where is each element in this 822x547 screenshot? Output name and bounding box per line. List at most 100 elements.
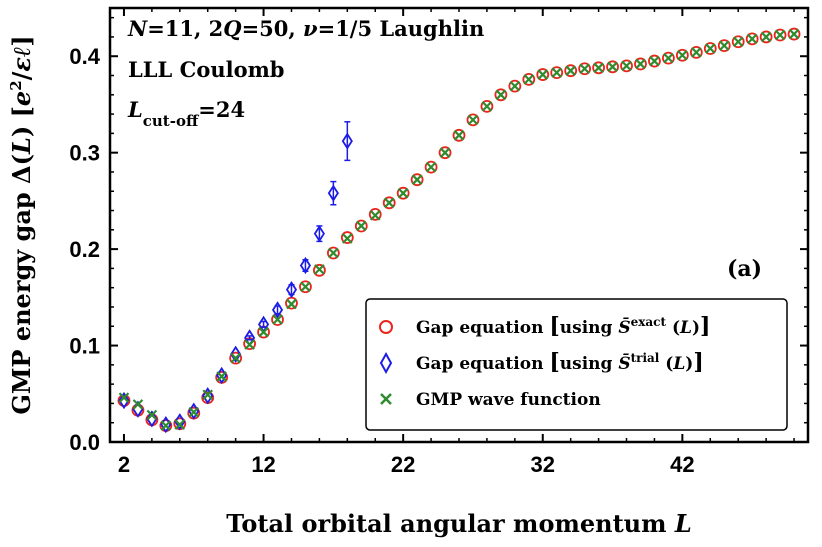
panel-label: (a) (727, 256, 762, 282)
trial-gap-point (230, 345, 242, 363)
exact-gap-point (592, 61, 605, 75)
y-axis-title: GMP energy gap Δ(L) [e2/εℓ] (7, 35, 36, 414)
trial-gap-point (118, 391, 130, 410)
gmp-wavefunction-point (718, 40, 730, 51)
gmp-wavefunction-point (509, 80, 521, 92)
exact-gap-point (675, 48, 689, 62)
exact-gap-point (522, 72, 536, 86)
gmp-wavefunction-point (202, 389, 213, 401)
legend-label-gmp: GMP wave function (416, 390, 601, 410)
trial-gap-point (174, 413, 186, 431)
exact-gap-point (689, 45, 703, 59)
exact-gap-point (229, 351, 243, 365)
exact-gap-point (578, 62, 592, 76)
gmp-wavefunction-point (621, 60, 632, 72)
exact-gap-point (326, 246, 340, 260)
trial-gap-point (341, 132, 353, 150)
exact-gap-point (410, 173, 424, 187)
exact-gap-point (424, 160, 438, 174)
gmp-wavefunction-point (328, 247, 339, 259)
exact-gap-point (606, 60, 619, 74)
gmp-wavefunction-point (453, 130, 465, 141)
gmp-wavefunction-point (635, 58, 646, 70)
gmp-wavefunction-point (649, 55, 660, 67)
gmp-wavefunction-point (746, 33, 758, 45)
gmp-wavefunction-point (481, 101, 493, 112)
legend: Gap equation [using S̄exact (L)] Gap equ… (365, 298, 788, 431)
gmp-wavefunction-point (216, 371, 227, 382)
axis-ticks: 2 12 22 32 42 0.0 0.1 0.2 0.3 0.4 (69, 8, 808, 477)
gmp-wavefunction-point (383, 197, 395, 209)
trial-gap-point (285, 280, 298, 299)
gmp-wavefunction-point (230, 352, 241, 364)
gmp-wavefunction-point (439, 147, 451, 158)
y-tick-label: 0.1 (69, 334, 100, 359)
exact-gap-point (648, 54, 661, 68)
exact-gap-point (759, 30, 773, 44)
exact-gap-point (773, 28, 787, 42)
exact-gap-point (452, 128, 466, 142)
legend-box (365, 298, 788, 431)
trial-gap-point (313, 225, 325, 243)
gmp-wavefunction-point (579, 63, 590, 75)
legend-marker-diamond (379, 351, 393, 375)
exact-gap-point (438, 146, 452, 160)
gmp-wavefunction-point (342, 233, 353, 244)
gmp-wavefunction-point (132, 399, 144, 410)
exact-gap-point (550, 66, 564, 80)
gmp-wavefunction-point (425, 161, 437, 173)
gmp-wavefunction-point (188, 406, 200, 418)
gmp-wavefunction-point (691, 47, 702, 58)
exact-gap-point (745, 32, 759, 46)
exact-gap-point (396, 186, 410, 200)
gmp-wavefunction-point (146, 409, 158, 421)
gmp-wavefunction-point (411, 174, 423, 185)
gmp-wavefunction-point (663, 52, 674, 64)
gmp-wavefunction-point (537, 69, 549, 80)
gmp-wavefunction-point (774, 29, 786, 41)
gmp-wavefunction-point (551, 67, 562, 78)
gmp-wavefunction-point (258, 326, 269, 338)
annotation-system: N=11, 2Q=50, ν=1/5 Laughlin (127, 16, 484, 41)
gmp-wavefunction-point (272, 314, 283, 325)
trial-gap-point (271, 301, 284, 319)
y-tick-label: 0.4 (69, 44, 100, 69)
gmp-wavefunction-point (607, 61, 618, 73)
legend-marker-circle (379, 320, 393, 334)
gmp-wavefunction-point (732, 36, 744, 48)
plot-marks (117, 27, 801, 434)
annotation-interaction: LLL Coulomb (128, 57, 285, 82)
y-tick-label: 0.2 (69, 237, 100, 262)
exact-gap-point (466, 113, 480, 127)
gmp-wavefunction-point (565, 65, 576, 76)
gmp-wavefunction-point (300, 281, 311, 293)
exact-gap-point (536, 68, 550, 81)
exact-gap-point (368, 207, 382, 221)
exact-gap-point (508, 79, 522, 93)
gmp-wavefunction-point (356, 220, 367, 232)
exact-gap-point (299, 280, 312, 294)
exact-gap-point (731, 35, 745, 49)
gmp-wavefunction-point (523, 74, 535, 85)
x-tick-label: 2 (118, 452, 130, 477)
legend-marker-x (380, 393, 392, 405)
annotation-cutoff: Lcut-off=24 (127, 97, 245, 130)
trial-gap-point (202, 387, 214, 405)
exact-gap-point (340, 231, 354, 244)
exact-gap-point (494, 88, 508, 102)
y-tick-label: 0.3 (69, 141, 100, 166)
gmp-wavefunction-point (467, 114, 479, 126)
exact-gap-point (703, 42, 717, 55)
y-tick-label: 0.0 (69, 430, 100, 455)
exact-gap-point (312, 263, 326, 277)
exact-gap-point (634, 57, 647, 71)
gmp-wavefunction-point (369, 210, 381, 221)
trial-gap-point (327, 184, 339, 202)
gmp-wavefunction-point (118, 392, 130, 403)
x-tick-label: 22 (391, 452, 415, 477)
exact-gap-point (382, 196, 396, 210)
gmp-wavefunction-point (705, 43, 716, 54)
x-tick-label: 32 (531, 452, 555, 477)
gmp-wavefunction-point (788, 28, 800, 40)
